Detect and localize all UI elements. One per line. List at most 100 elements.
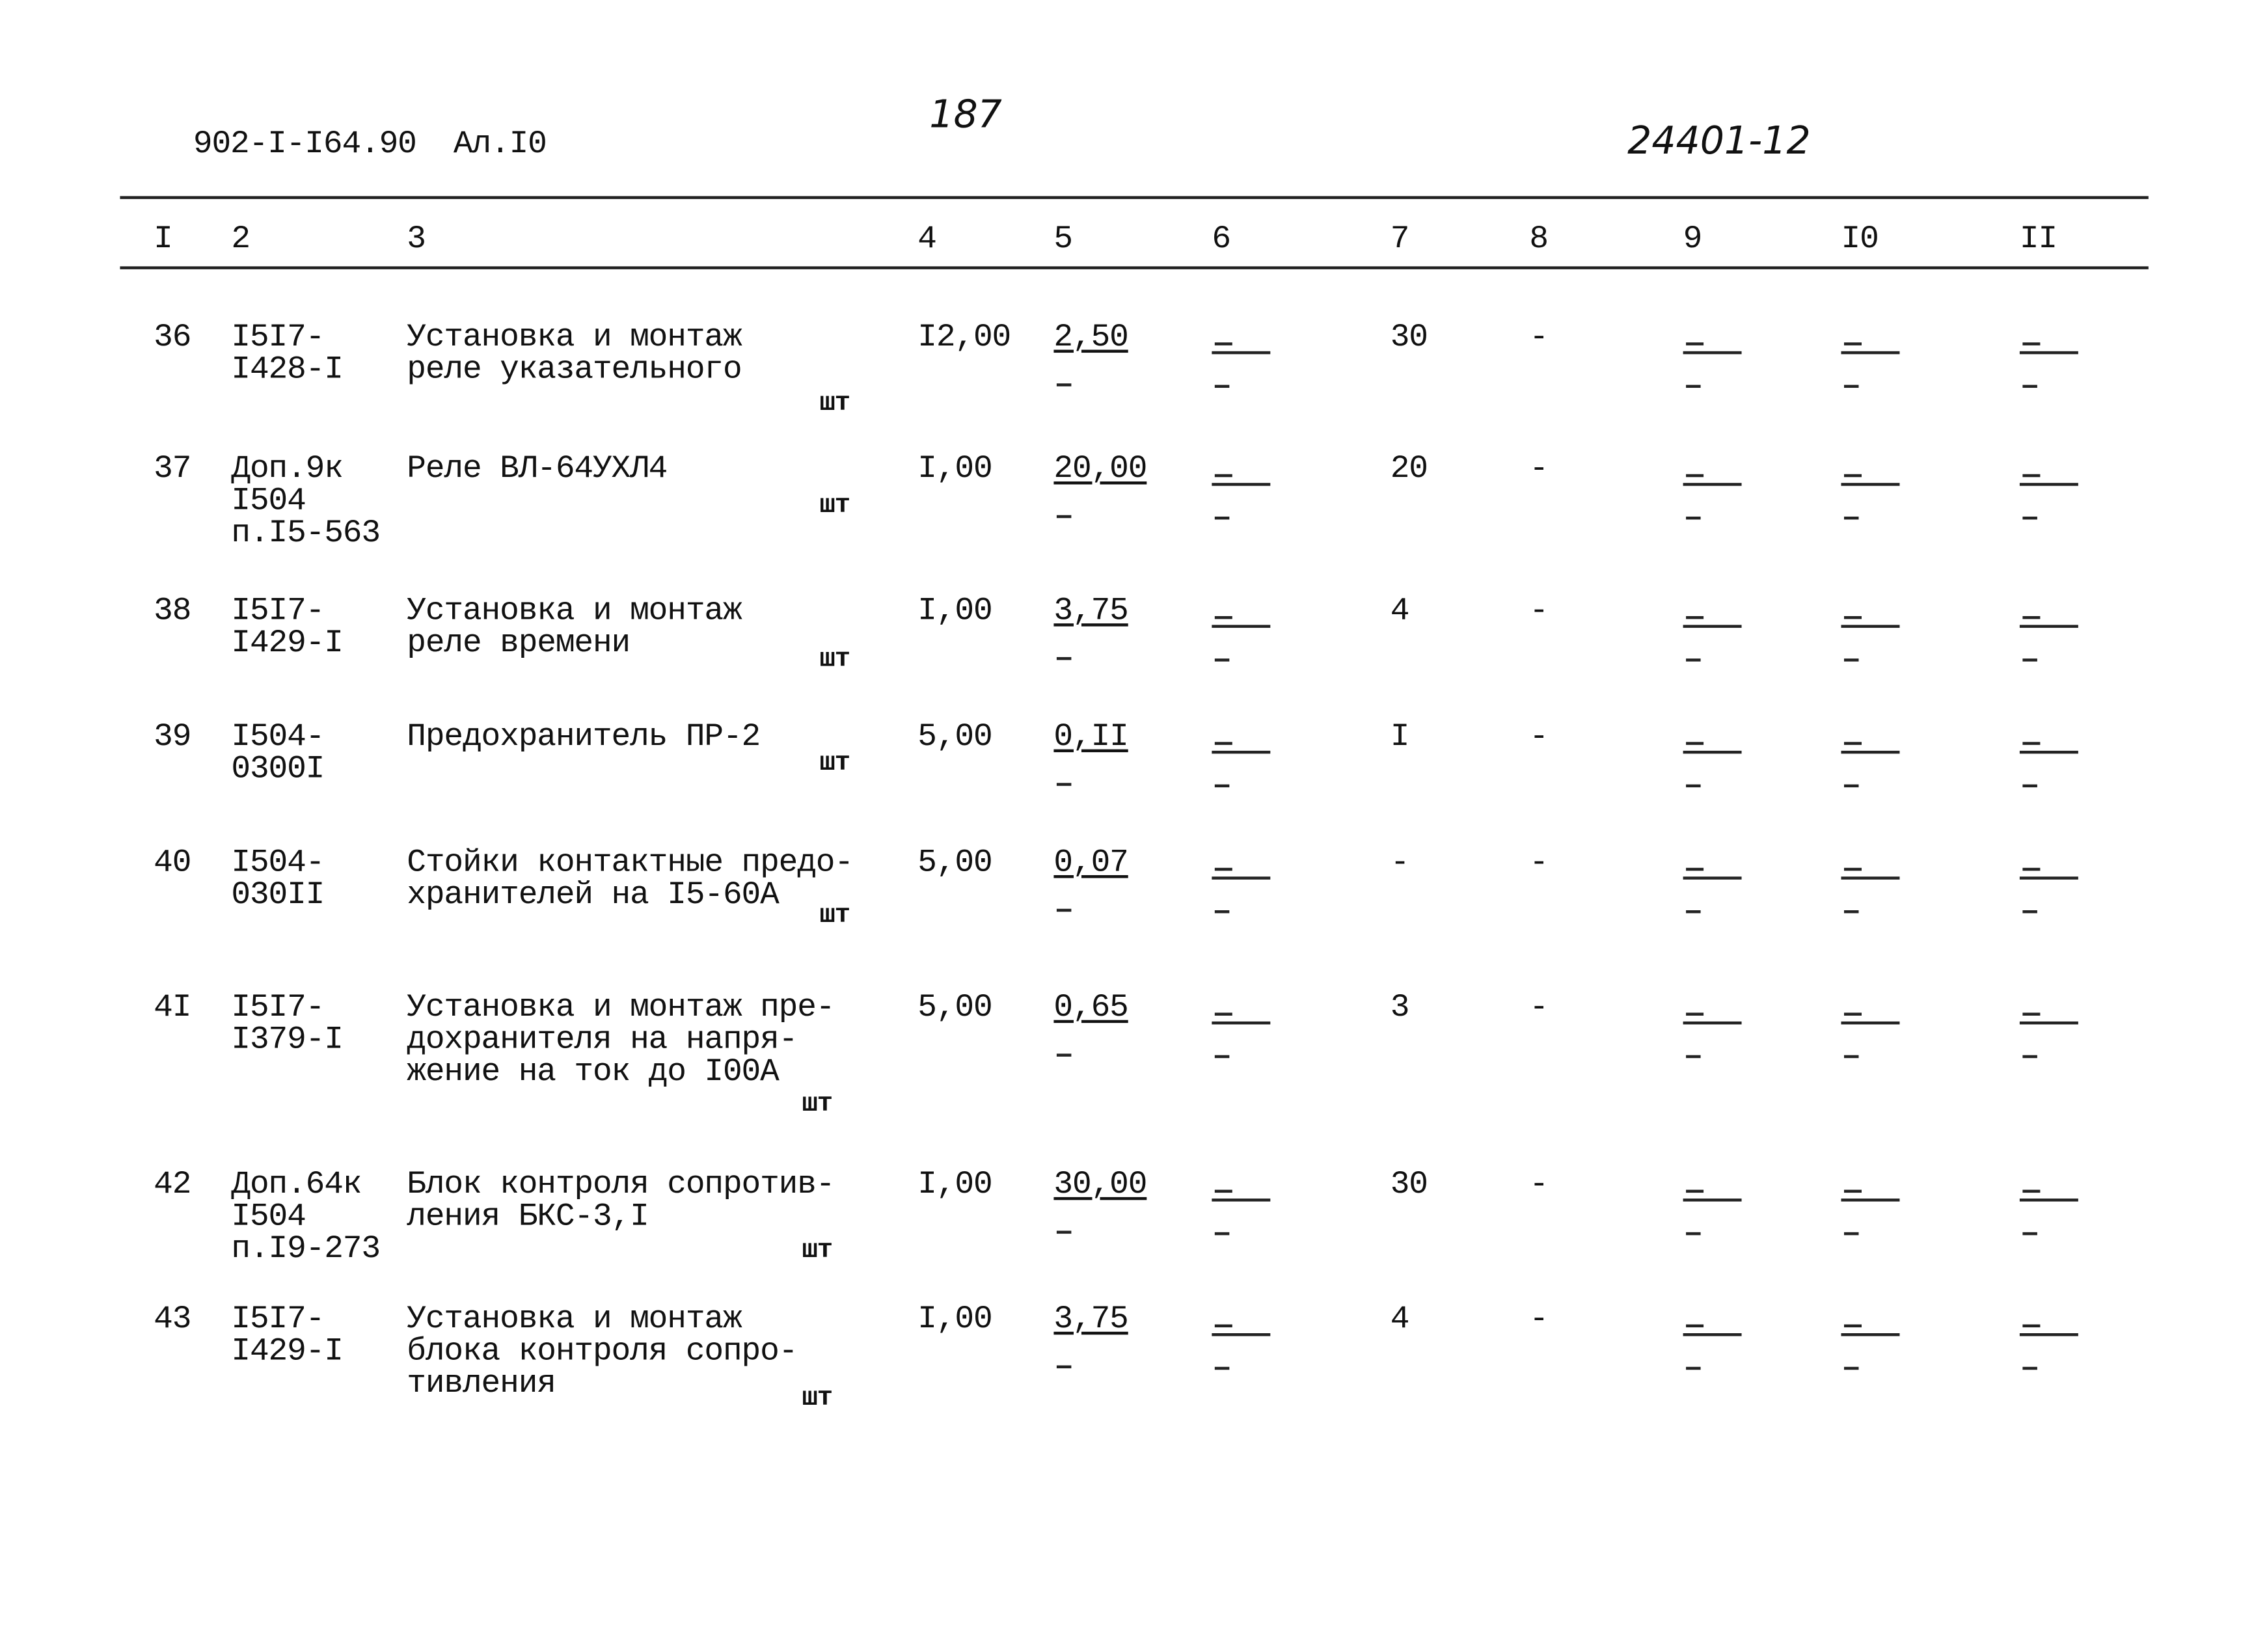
resource-code-line: I5I7- [231, 592, 325, 630]
empty-mark-bottom [1686, 1366, 1701, 1370]
column-7-value: 20 [1390, 450, 1428, 487]
page-number: 187 [929, 93, 1002, 138]
item-name-line: жение на ток до I00А [407, 1053, 780, 1090]
empty-mark-bottom [1214, 1232, 1230, 1236]
item-name-line: хранителей на I5-60А [407, 876, 780, 914]
empty-mark-top [1214, 1189, 1232, 1193]
empty-mark-bottom [1214, 516, 1230, 520]
price-subdash [1056, 657, 1072, 660]
empty-mark-rule [2019, 625, 2078, 628]
item-name-line: Установка и монтаж пре- [407, 989, 835, 1026]
empty-mark-rule [1683, 1021, 1742, 1025]
unit-label: шт [802, 1090, 833, 1120]
column-8-value: - [1529, 592, 1549, 630]
empty-mark-top [1214, 342, 1232, 345]
empty-mark-bottom [2022, 784, 2037, 788]
column-8-value: - [1529, 1166, 1549, 1203]
empty-mark-top [2022, 474, 2041, 478]
price-subdash [1056, 783, 1072, 786]
empty-mark-rule [1841, 876, 1900, 880]
resource-code-line: I504 [231, 483, 306, 520]
item-name-line: Установка и монтаж [407, 592, 742, 630]
empty-mark-rule [2019, 1198, 2078, 1202]
item-name-line: Предохранитель ПР-2 [407, 718, 761, 755]
empty-mark-rule [2019, 483, 2078, 486]
price-subdash [1056, 383, 1072, 386]
unit-label: шт [802, 1384, 833, 1414]
empty-mark-top [1214, 616, 1232, 619]
row-number: 39 [154, 718, 191, 755]
empty-mark-bottom [1214, 658, 1230, 662]
empty-mark-bottom [1214, 910, 1230, 914]
document-code: 902-I-I64.90 Ал.I0 [193, 126, 547, 163]
column-7-value: 4 [1390, 1301, 1410, 1338]
empty-mark-top [2022, 342, 2041, 345]
price-subdash [1056, 1053, 1072, 1057]
empty-mark-top [2022, 1189, 2041, 1193]
column-header-9: 9 [1683, 221, 1703, 258]
empty-mark-bottom [2022, 1366, 2037, 1370]
empty-mark-rule [2019, 750, 2078, 754]
empty-mark-top [1214, 867, 1232, 871]
unit-price: 20,00 [1053, 450, 1147, 487]
empty-mark-top [1843, 742, 1862, 745]
resource-code-line: I428-I [231, 351, 344, 388]
item-name-line: реле времени [407, 625, 631, 662]
empty-mark-rule [1212, 876, 1271, 880]
empty-mark-bottom [1686, 1055, 1701, 1059]
empty-mark-rule [2019, 1021, 2078, 1025]
empty-mark-top [1214, 742, 1232, 745]
unit-label: шт [819, 389, 850, 419]
column-header-7: 7 [1390, 221, 1410, 258]
empty-mark-bottom [1214, 1366, 1230, 1370]
empty-mark-bottom [1843, 658, 1859, 662]
empty-mark-top [1214, 1324, 1232, 1328]
empty-mark-top [1686, 742, 1704, 745]
empty-mark-top [1843, 867, 1862, 871]
empty-mark-top [1686, 1324, 1704, 1328]
quantity: 5,00 [917, 989, 992, 1026]
empty-mark-top [2022, 742, 2041, 745]
empty-mark-bottom [1686, 910, 1701, 914]
header-bottom-rule [120, 266, 2149, 269]
price-subdash [1056, 1365, 1072, 1369]
unit-price: 2,50 [1053, 319, 1128, 356]
empty-mark-rule [1683, 625, 1742, 628]
resource-code-line: I5I7- [231, 1301, 325, 1338]
empty-mark-bottom [1843, 1055, 1859, 1059]
column-7-value: I [1390, 718, 1410, 755]
empty-mark-bottom [2022, 910, 2037, 914]
empty-mark-rule [2019, 351, 2078, 355]
empty-mark-rule [1841, 483, 1900, 486]
column-8-value: - [1529, 450, 1549, 487]
empty-mark-rule [1841, 625, 1900, 628]
column-7-value: - [1390, 844, 1410, 882]
empty-mark-top [1686, 474, 1704, 478]
item-name-line: тивления [407, 1365, 556, 1402]
unit-price: 0,65 [1053, 989, 1128, 1026]
empty-mark-bottom [2022, 385, 2037, 388]
quantity: I,00 [917, 450, 992, 487]
resource-code-line: Доп.9к [231, 450, 344, 487]
empty-mark-rule [1841, 351, 1900, 355]
empty-mark-bottom [2022, 1055, 2037, 1059]
resource-code-line: I504- [231, 844, 325, 882]
empty-mark-top [2022, 1012, 2041, 1016]
row-number: 36 [154, 319, 191, 356]
unit-label: шт [819, 645, 850, 675]
item-name-line: Блок контроля сопротив- [407, 1166, 835, 1203]
empty-mark-rule [1683, 351, 1742, 355]
empty-mark-top [1686, 1189, 1704, 1193]
sheet-code: 24401-12 [1627, 120, 1811, 164]
column-header-2: 2 [231, 221, 251, 258]
empty-mark-rule [1212, 1021, 1271, 1025]
column-7-value: 30 [1390, 319, 1428, 356]
empty-mark-top [2022, 867, 2041, 871]
empty-mark-top [2022, 1324, 2041, 1328]
empty-mark-top [1843, 1189, 1862, 1193]
empty-mark-rule [1212, 351, 1271, 355]
item-name-line: Стойки контактные предо- [407, 844, 854, 882]
column-header-8: 8 [1529, 221, 1549, 258]
empty-mark-rule [1212, 483, 1271, 486]
